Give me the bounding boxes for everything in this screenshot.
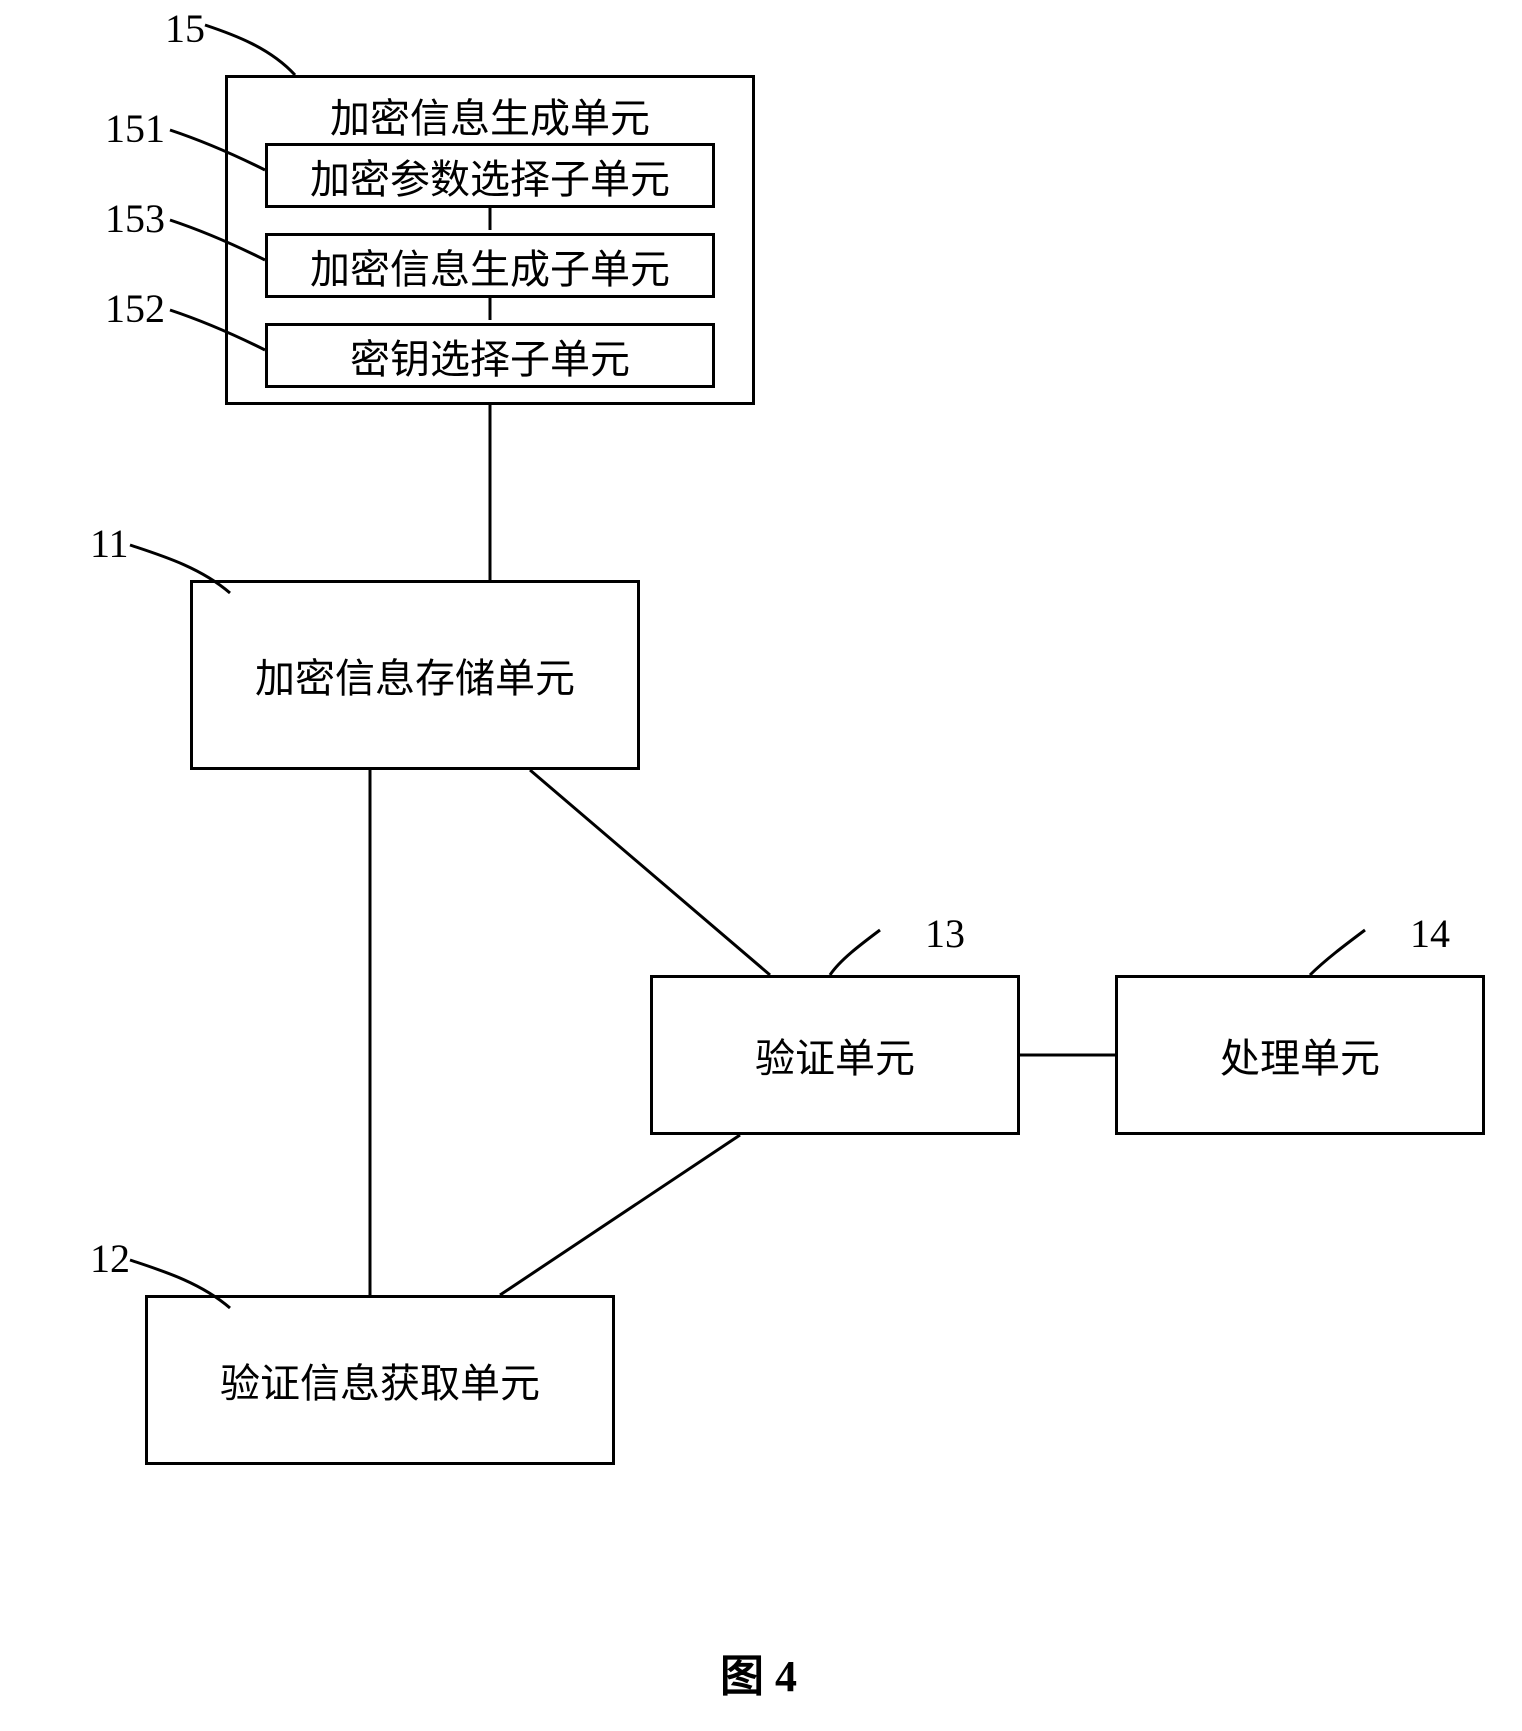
box-12-text: 验证信息获取单元	[220, 1351, 540, 1409]
box-processing-unit: 处理单元	[1115, 975, 1485, 1135]
box-encryption-param-select-subunit: 加密参数选择子单元	[265, 143, 715, 208]
box-152-text: 密钥选择子单元	[350, 327, 630, 385]
figure-label: 图 4	[720, 1640, 797, 1704]
box-15-title: 加密信息生成单元	[228, 86, 752, 144]
label-14: 14	[1410, 910, 1450, 957]
box-encryption-info-gen-unit: 加密信息生成单元 加密参数选择子单元 加密信息生成子单元 密钥选择子单元	[225, 75, 755, 405]
label-151: 151	[105, 105, 165, 152]
box-verification-info-acquire-unit: 验证信息获取单元	[145, 1295, 615, 1465]
box-11-text: 加密信息存储单元	[255, 646, 575, 704]
box-key-select-subunit: 密钥选择子单元	[265, 323, 715, 388]
box-encryption-info-storage-unit: 加密信息存储单元	[190, 580, 640, 770]
box-14-text: 处理单元	[1220, 1026, 1380, 1084]
box-151-text: 加密参数选择子单元	[310, 147, 670, 205]
label-153: 153	[105, 195, 165, 242]
label-13: 13	[925, 910, 965, 957]
box-153-text: 加密信息生成子单元	[310, 237, 670, 295]
box-verification-unit: 验证单元	[650, 975, 1020, 1135]
label-152: 152	[105, 285, 165, 332]
label-15: 15	[165, 5, 205, 52]
label-11: 11	[90, 520, 129, 567]
label-12: 12	[90, 1235, 130, 1282]
box-encryption-info-gen-subunit: 加密信息生成子单元	[265, 233, 715, 298]
box-13-text: 验证单元	[755, 1026, 915, 1084]
